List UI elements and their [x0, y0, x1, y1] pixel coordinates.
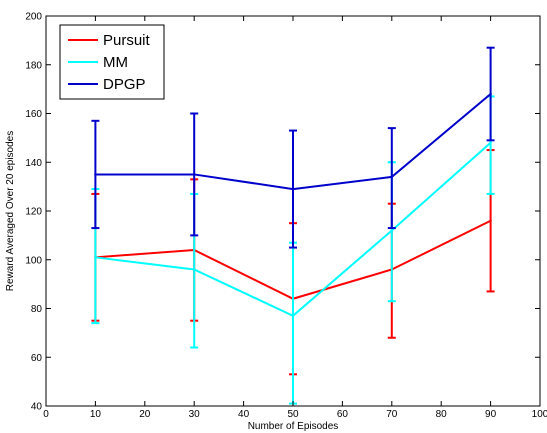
x-tick-label: 80	[436, 409, 448, 420]
data-point	[291, 314, 295, 318]
legend-label-mm: MM	[103, 54, 128, 71]
data-point	[489, 141, 492, 144]
y-tick-label: 180	[25, 60, 42, 71]
series-dpgp	[91, 46, 495, 249]
data-point	[489, 92, 492, 96]
x-axis-label: Number of Episodes	[248, 421, 339, 432]
data-point	[291, 187, 295, 191]
x-tick-label: 30	[189, 409, 201, 420]
data-point	[193, 268, 196, 271]
x-tick-label: 0	[43, 409, 49, 420]
legend-label-dpgp: DPGP	[103, 76, 146, 93]
y-tick-label: 140	[25, 158, 42, 169]
x-tick-label: 90	[485, 409, 497, 420]
x-tick-label: 100	[532, 409, 547, 420]
y-tick-label: 200	[25, 12, 42, 23]
y-tick-label: 120	[25, 207, 42, 218]
x-tick-label: 20	[139, 409, 151, 420]
y-tick-label: 80	[31, 304, 43, 315]
x-tick-label: 60	[337, 409, 349, 420]
data-point	[390, 175, 393, 179]
legend-label-pursuit: Pursuit	[103, 32, 151, 49]
x-tick-label: 40	[238, 409, 250, 420]
series-layer	[91, 46, 495, 405]
data-point	[489, 219, 492, 222]
x-tick-label: 70	[386, 409, 398, 420]
data-point	[390, 229, 393, 232]
x-tick-label: 50	[287, 409, 299, 420]
legend: Pursuit MM DPGP	[59, 24, 165, 100]
data-point	[94, 173, 97, 176]
y-tick-label: 60	[31, 353, 43, 364]
y-tick-label: 160	[25, 109, 42, 120]
axes-layer: 0 10 20 30 40 50 60 70 80 90 100 40 60 80 100 120 140 160…	[25, 12, 547, 421]
y-axis-label: Reward Averaged Over 20 episodes	[5, 131, 16, 291]
x-tick-label: 10	[90, 409, 102, 420]
data-point	[94, 256, 97, 259]
y-tick-label: 100	[25, 255, 42, 266]
data-point	[193, 173, 196, 176]
y-tick-label: 40	[31, 402, 43, 413]
